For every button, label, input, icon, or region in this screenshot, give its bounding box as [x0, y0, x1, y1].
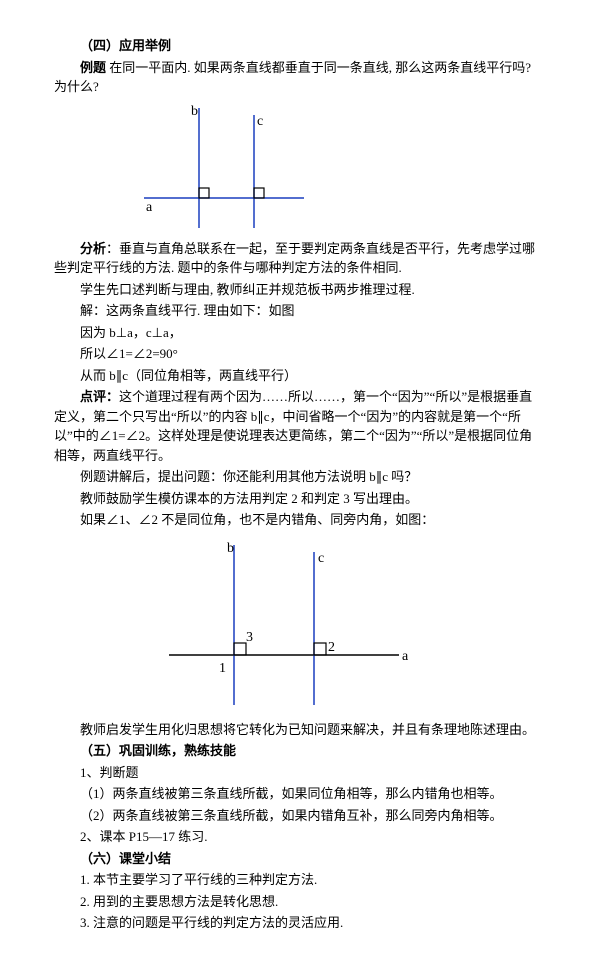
p-book: 2、课本 P15—17 练习.	[54, 827, 541, 847]
fenxi-text: ：垂直与直角总联系在一起，至于要判定两条直线是否平行，先考虑学过哪些判定平行线的…	[54, 241, 535, 276]
s6-p2: 2. 用到的主要思想方法是转化思想.	[54, 892, 541, 912]
fenxi-label: 分析	[80, 241, 106, 256]
section4-title: （四）应用举例	[54, 36, 541, 56]
p-if: 如果∠1、∠2 不是同位角，也不是内错角、同旁内角，如图：	[54, 510, 541, 530]
fig2-label-c: c	[318, 551, 324, 566]
section5-title-text: （五）巩固训练，熟练技能	[80, 743, 236, 758]
fig2-label-3: 3	[246, 630, 253, 645]
s6-p1: 1. 本节主要学习了平行线的三种判定方法.	[54, 870, 541, 890]
figure-1-svg: b c a	[144, 103, 324, 233]
fenxi-line: 分析：垂直与直角总联系在一起，至于要判定两条直线是否平行，先考虑学过哪些判定平行…	[54, 239, 541, 278]
figure-1: b c a	[144, 103, 541, 233]
p-student: 学生先口述判断与理由, 教师纠正并规范板书两步推理过程.	[54, 280, 541, 300]
p-after: 例题讲解后，提出问题：你还能利用其他方法说明 b∥c 吗？	[54, 467, 541, 487]
figure-2-svg: 3 2 1 b c a	[164, 540, 424, 710]
liti-line: 例题 在同一平面内. 如果两条直线都垂直于同一条直线, 那么这两条直线平行吗?为…	[54, 58, 541, 97]
dianping-text: 这个道理过程有两个因为……所以……，第一个“因为”“所以”是根据垂直定义，第二个…	[54, 389, 532, 463]
p-judge: 1、判断题	[54, 763, 541, 783]
fig2-label-a: a	[402, 649, 409, 664]
p-teacher: 教师启发学生用化归思想将它转化为已知问题来解决，并且有条理地陈述理由。	[54, 720, 541, 740]
figure-2: 3 2 1 b c a	[164, 540, 541, 710]
section6-title: （六）课堂小结	[54, 849, 541, 869]
p-solve: 解：这两条直线平行. 理由如下：如图	[54, 301, 541, 321]
page-content: （四）应用举例 例题 在同一平面内. 如果两条直线都垂直于同一条直线, 那么这两…	[0, 0, 595, 965]
fig1-label-b: b	[191, 104, 198, 119]
section5-title: （五）巩固训练，熟练技能	[54, 741, 541, 761]
p-because: 因为 b⊥a，c⊥a，	[54, 323, 541, 343]
fig2-label-2: 2	[328, 640, 335, 655]
section6-title-text: （六）课堂小结	[80, 851, 171, 866]
fig1-label-c: c	[257, 114, 263, 129]
p-encourage: 教师鼓励学生模仿课本的方法用判定 2 和判定 3 写出理由。	[54, 489, 541, 509]
fig2-label-1: 1	[219, 661, 226, 676]
fig2-label-b: b	[227, 541, 234, 556]
p-q1: （1）两条直线被第三条直线所截，如果同位角相等，那么内错角也相等。	[54, 784, 541, 804]
fig1-label-a: a	[146, 200, 153, 215]
s6-p3: 3. 注意的问题是平行线的判定方法的灵活应用.	[54, 913, 541, 933]
liti-label: 例题	[80, 60, 106, 75]
section4-title-text: （四）应用举例	[80, 38, 171, 53]
p-so-angle: 所以∠1=∠2=90°	[54, 344, 541, 364]
dianping-line: 点评：这个道理过程有两个因为……所以……，第一个“因为”“所以”是根据垂直定义，…	[54, 387, 541, 465]
p-q2: （2）两条直线被第三条直线所截，如果内错角互补，那么同旁内角相等。	[54, 806, 541, 826]
p-conclude: 从而 b∥c（同位角相等，两直线平行）	[54, 366, 541, 386]
dianping-label: 点评：	[80, 389, 119, 404]
liti-text: 在同一平面内. 如果两条直线都垂直于同一条直线, 那么这两条直线平行吗?为什么?	[54, 60, 531, 95]
